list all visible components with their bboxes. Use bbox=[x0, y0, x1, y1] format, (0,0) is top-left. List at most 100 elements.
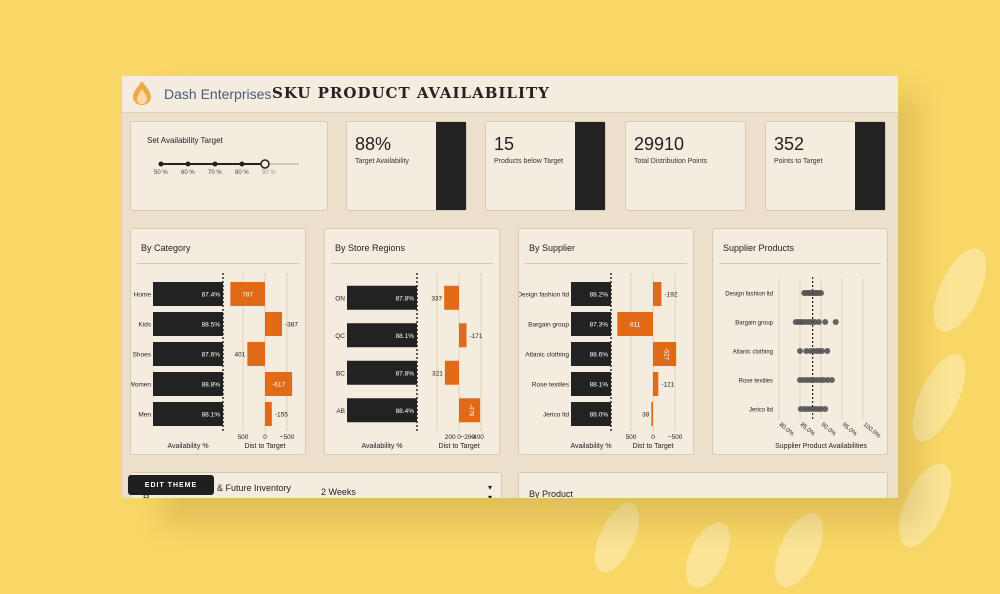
availability-value: 88.8% bbox=[202, 382, 221, 389]
slider-tick: 90 % bbox=[262, 170, 276, 176]
availability-value: 88.5% bbox=[202, 322, 221, 329]
availability-bar bbox=[347, 323, 417, 348]
availability-slider[interactable] bbox=[131, 122, 329, 212]
product-point bbox=[818, 290, 824, 296]
availability-value: 87.8% bbox=[396, 370, 415, 377]
distance-value: -479 bbox=[468, 404, 474, 417]
row-label: Rose textiles bbox=[532, 382, 570, 389]
axis-tick: 0 bbox=[457, 434, 461, 441]
axis-tick: 100.0% bbox=[862, 422, 882, 440]
slider-tick: 50 % bbox=[154, 170, 168, 176]
supplier-chart: Design fashion ltd 88.2% -192 Bargain group… bbox=[519, 273, 683, 450]
product-point bbox=[832, 319, 839, 325]
product-point bbox=[815, 319, 822, 325]
row-label: BC bbox=[336, 370, 345, 377]
product-point bbox=[818, 406, 824, 412]
availability-value: 87.3% bbox=[590, 322, 609, 329]
availability-value: 88.1% bbox=[590, 382, 609, 389]
category-chart: Home 87.4% 787 Kids 88.5% -387 Shoes 87.6% 401 Wo… bbox=[131, 273, 298, 450]
slider-tick: 60 % bbox=[181, 170, 195, 176]
x-axis-label: Availability % bbox=[570, 443, 611, 450]
availability-value: 88.1% bbox=[202, 412, 221, 419]
distance-bar bbox=[265, 372, 293, 396]
kpi-value: 15 bbox=[494, 134, 515, 154]
panel-divider bbox=[719, 263, 881, 264]
distance-value: -121 bbox=[661, 382, 674, 389]
distance-bar bbox=[444, 285, 459, 310]
product-point bbox=[811, 319, 818, 325]
x-axis-label: Dist to Target bbox=[632, 443, 673, 450]
product-point bbox=[822, 319, 829, 325]
slider-handle bbox=[260, 159, 270, 169]
bg-blob bbox=[922, 240, 998, 340]
kpi-card-target: 88% Target Availability bbox=[346, 121, 467, 211]
x-axis-label: Availability % bbox=[361, 443, 402, 450]
axis-tick: 95.0% bbox=[841, 422, 858, 438]
store-regions-chart: ON 87.8% 337 QC 88.1% -171 BC 87.8% 321 AB 88.4% -4… bbox=[335, 273, 484, 450]
axis-tick: 0 bbox=[263, 434, 267, 441]
axis-tick: 85.0% bbox=[799, 422, 816, 438]
product-point bbox=[828, 377, 835, 383]
x-axis-label: Supplier Product Availabilities bbox=[775, 443, 867, 450]
availability-bar bbox=[571, 342, 611, 366]
row-label: AB bbox=[336, 408, 345, 415]
row-label: Jerico ltd bbox=[543, 412, 569, 419]
row-label: ON bbox=[335, 295, 345, 302]
row-label: Rose textiles bbox=[739, 379, 773, 385]
flame-logo-icon bbox=[133, 81, 151, 105]
product-point bbox=[824, 377, 831, 383]
availability-bar bbox=[153, 402, 223, 426]
dropdown-value: 2 Weeks bbox=[321, 487, 356, 497]
availability-bar bbox=[571, 402, 611, 426]
page-title: SKU PRODUCT AVAILABILITY bbox=[272, 84, 550, 102]
distance-bar bbox=[247, 342, 265, 366]
weeks-dropdown[interactable]: 2 Weeks ▾ ▾ bbox=[321, 483, 496, 498]
distance-value: 337 bbox=[431, 295, 442, 302]
distance-bar bbox=[653, 342, 677, 366]
chevron-down-icon: ▾ bbox=[487, 493, 492, 498]
kpi-value: 29910 bbox=[634, 134, 685, 154]
availability-value: 88.6% bbox=[590, 352, 609, 359]
distance-bar bbox=[459, 323, 467, 348]
x-axis-label: Availability % bbox=[167, 443, 208, 450]
distance-value: -171 bbox=[470, 333, 483, 340]
x-axis-label: Dist to Target bbox=[244, 443, 285, 450]
axis-tick: −400 bbox=[469, 434, 484, 441]
row-label: Women bbox=[131, 382, 151, 389]
availability-bar bbox=[153, 342, 223, 366]
distance-bar bbox=[653, 282, 662, 306]
panel-title: & Future Inventory bbox=[217, 483, 292, 493]
edit-theme-button[interactable]: EDIT THEME bbox=[128, 475, 214, 495]
panel-by-supplier: By Supplier Design fashion ltd 88.2% -192 B… bbox=[518, 228, 694, 455]
availability-value: 87.8% bbox=[396, 295, 415, 302]
product-point bbox=[822, 406, 829, 412]
availability-value: 88.2% bbox=[590, 292, 609, 299]
axis-tick: 500 bbox=[626, 434, 637, 441]
distance-value: 787 bbox=[242, 292, 253, 299]
availability-bar bbox=[571, 312, 611, 336]
product-point bbox=[803, 348, 810, 354]
axis-tick: 0 bbox=[651, 434, 655, 441]
kpi-label: Products below Target bbox=[494, 158, 564, 165]
axis-tick: −200 bbox=[460, 434, 475, 441]
panel-divider bbox=[137, 263, 299, 264]
axis-tick: 500 bbox=[238, 434, 249, 441]
slider-tick: 80 % bbox=[235, 170, 249, 176]
product-point bbox=[820, 377, 827, 383]
distance-value: -387 bbox=[285, 322, 298, 329]
dashboard-window: Dash Enterprises SKU PRODUCT AVAILABILIT… bbox=[122, 76, 898, 498]
kpi-bar bbox=[855, 122, 885, 210]
kpi-label: Target Availability bbox=[355, 158, 409, 165]
panel-divider bbox=[331, 263, 493, 264]
distance-bar bbox=[444, 360, 459, 385]
availability-value: 87.6% bbox=[202, 352, 221, 359]
distance-bar bbox=[265, 312, 283, 336]
bg-blob bbox=[676, 515, 740, 594]
distance-value: 401 bbox=[234, 352, 245, 359]
kpi-value: 88% bbox=[355, 134, 392, 154]
axis-tick: −500 bbox=[668, 434, 683, 441]
availability-value: 87.4% bbox=[202, 292, 221, 299]
brand-name: Dash Enterprises bbox=[164, 86, 272, 102]
panel-title-fragment: R bbox=[143, 493, 150, 498]
distance-value: -192 bbox=[664, 292, 677, 299]
